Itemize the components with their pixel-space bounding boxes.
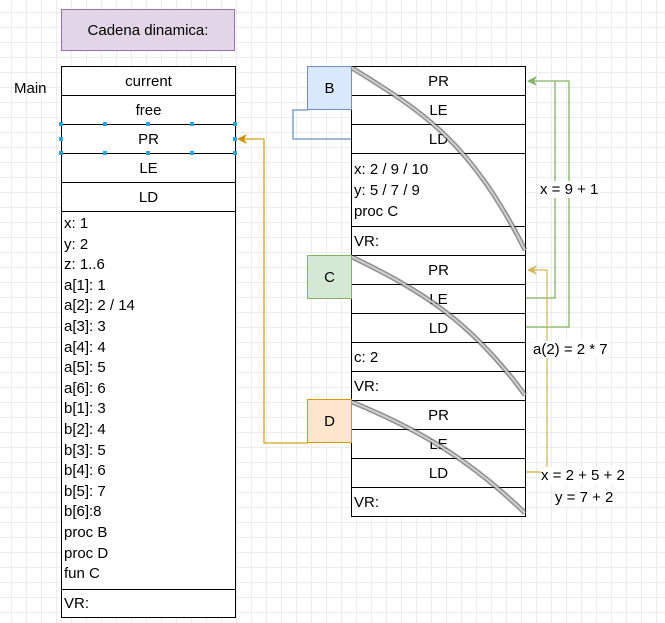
main-var: a[3]: 3 (64, 317, 106, 335)
main-var: b[4]: 6 (64, 462, 106, 480)
frame-c-le-cell: LE (351, 284, 526, 314)
diagram-title: Cadena dinamica: (61, 9, 235, 51)
main-var: a[2]: 2 / 14 (64, 297, 135, 315)
selection-handle[interactable] (146, 122, 150, 126)
frame-c-vr: VR: (351, 371, 526, 401)
main-var: a[1]: 1 (64, 276, 106, 294)
selection-handle[interactable] (233, 137, 237, 141)
main-ld-cell: LD (61, 182, 236, 212)
frame-d-tag: D (307, 399, 352, 443)
selection-handle[interactable] (59, 137, 63, 141)
main-var: a[5]: 5 (64, 359, 106, 377)
main-var: b[6]:8 (64, 503, 102, 521)
main-var: proc B (64, 523, 108, 541)
frame-c-pr-cell: PR (351, 255, 526, 285)
frame-c-tag-text: C (324, 268, 335, 286)
main-pr-cell[interactable]: PR (61, 124, 236, 154)
frame-c-var: c: 2 (351, 342, 526, 372)
main-var: b[2]: 4 (64, 420, 106, 438)
selection-handle[interactable] (146, 151, 150, 155)
main-var: y: 2 (64, 235, 89, 253)
annotation-a2: a(2) = 2 * 7 (533, 341, 608, 358)
diagram-title-text: Cadena dinamica: (87, 21, 209, 39)
annotation-x-b: x = 9 + 1 (540, 181, 599, 198)
frame-d-ld-cell: LD (351, 458, 526, 488)
main-var: b[1]: 3 (64, 400, 106, 418)
frame-b-var: y: 5 / 7 / 9 (354, 182, 420, 199)
selection-handle[interactable] (233, 122, 237, 126)
frame-b-vars: x: 2 / 9 / 10 y: 5 / 7 / 9 proc C (351, 153, 526, 227)
main-var: x: 1 (64, 215, 89, 232)
frame-b-pr-cell: PR (351, 66, 526, 96)
selection-handle[interactable] (103, 151, 107, 155)
main-le-cell: LE (61, 153, 236, 183)
main-var: a[4]: 4 (64, 338, 106, 356)
annotation-y-d: y = 7 + 2 (555, 489, 614, 506)
selection-handle[interactable] (59, 151, 63, 155)
frame-d-pr-cell: PR (351, 400, 526, 430)
frame-d-tag-text: D (324, 412, 335, 430)
selection-handle[interactable] (59, 122, 63, 126)
main-vars: x: 1 y: 2 z: 1..6 a[1]: 1 a[2]: 2 / 14 a… (61, 211, 236, 590)
main-var: b[3]: 5 (64, 441, 106, 459)
frame-b-le-cell: LE (351, 95, 526, 125)
selection-handle[interactable] (103, 122, 107, 126)
frame-b-vr: VR: (351, 226, 526, 256)
main-vr: VR: (61, 589, 236, 618)
link-b-main (292, 109, 351, 140)
frame-d-le-cell: LE (351, 429, 526, 459)
main-var: fun C (64, 565, 100, 583)
frame-b-tag: B (307, 66, 352, 110)
main-var: a[6]: 6 (64, 379, 106, 397)
annotation-x-d: x = 2 + 5 + 2 (541, 467, 625, 484)
main-current-cell: current (61, 66, 236, 96)
frame-b-var: proc C (354, 203, 399, 220)
main-label: Main (14, 80, 47, 97)
frame-b-var: x: 2 / 9 / 10 (354, 161, 429, 178)
main-var: proc D (64, 544, 109, 562)
link-d-main (237, 134, 308, 444)
frame-d-vr: VR: (351, 487, 526, 517)
link-d-c (526, 265, 548, 473)
main-free-cell: free (61, 95, 236, 125)
selection-handle[interactable] (233, 151, 237, 155)
selection-handle[interactable] (190, 151, 194, 155)
frame-c-tag: C (307, 255, 352, 299)
main-var: b[5]: 7 (64, 482, 106, 500)
selection-handle[interactable] (190, 122, 194, 126)
main-var: z: 1..6 (64, 256, 105, 274)
frame-c-ld-cell: LD (351, 313, 526, 343)
frame-b-ld-cell: LD (351, 124, 526, 154)
frame-b-tag-text: B (324, 79, 335, 97)
link-c-ld-b (526, 80, 570, 328)
